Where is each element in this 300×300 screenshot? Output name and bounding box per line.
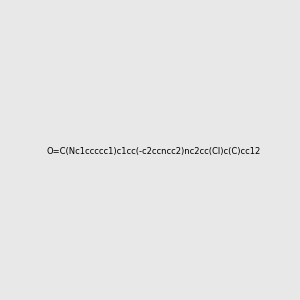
Text: O=C(Nc1ccccc1)c1cc(-c2ccncc2)nc2cc(Cl)c(C)cc12: O=C(Nc1ccccc1)c1cc(-c2ccncc2)nc2cc(Cl)c(… [46, 147, 261, 156]
